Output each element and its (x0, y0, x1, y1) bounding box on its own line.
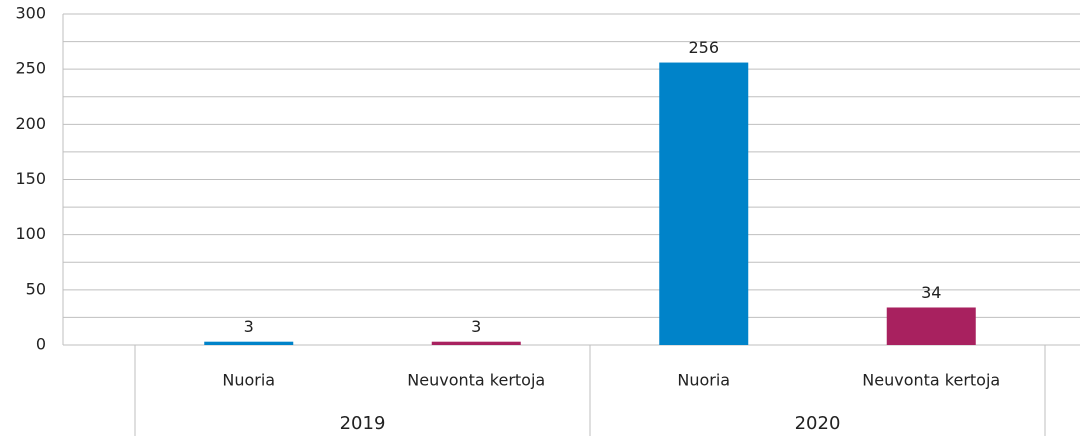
x-tick-label: Neuvonta kertoja (407, 371, 545, 390)
value-label: 256 (688, 38, 719, 57)
x-tick-label: Nuoria (677, 371, 730, 390)
bar (659, 62, 749, 346)
group-label: 2020 (795, 413, 841, 434)
bar (431, 341, 521, 345)
y-tick-label: 200 (15, 114, 46, 133)
y-tick-label: 0 (36, 335, 46, 354)
value-label: 34 (921, 283, 941, 302)
bar (886, 307, 976, 345)
y-tick-label: 300 (15, 4, 46, 23)
value-label: 3 (244, 317, 254, 336)
x-tick-label: Neuvonta kertoja (862, 371, 1000, 390)
y-tick-label: 50 (26, 279, 46, 298)
value-label: 3 (471, 317, 481, 336)
y-tick-label: 250 (15, 59, 46, 78)
bar (204, 341, 294, 345)
x-tick-label: Nuoria (222, 371, 275, 390)
y-tick-label: 150 (15, 169, 46, 188)
group-label: 2019 (340, 413, 386, 434)
y-tick-label: 100 (15, 224, 46, 243)
